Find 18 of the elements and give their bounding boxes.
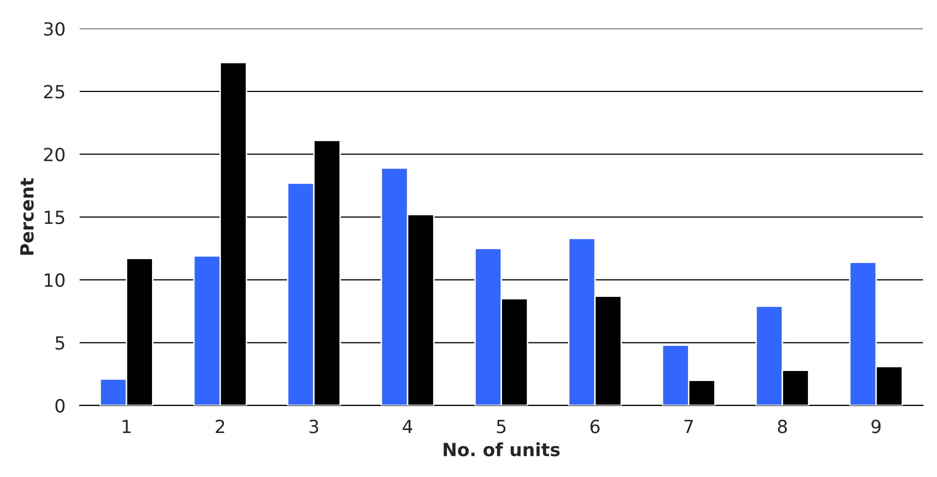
y-axis-title: Percent: [20, 178, 34, 255]
y-tick-label: 10: [44, 273, 65, 287]
x-tick-label: 2: [216, 420, 224, 434]
x-tick-label: 3: [310, 420, 318, 434]
y-tick-label: 30: [44, 22, 65, 36]
y-tick-label: 15: [44, 210, 64, 224]
x-tick-label: 7: [684, 420, 693, 434]
x-tick-label: 8: [778, 420, 787, 434]
x-tick-label: 4: [402, 420, 412, 434]
y-tick-label: 0: [55, 398, 65, 413]
x-axis-title: No. of units: [444, 442, 560, 456]
x-tick-label: 9: [871, 420, 881, 434]
y-tick-label: 5: [56, 336, 64, 350]
x-tick-label: 1: [122, 420, 131, 434]
x-tick-label: 6: [590, 420, 600, 434]
y-tick-label: 20: [44, 148, 65, 162]
x-tick-label: 5: [496, 420, 506, 434]
y-tick-label: 25: [44, 84, 64, 99]
